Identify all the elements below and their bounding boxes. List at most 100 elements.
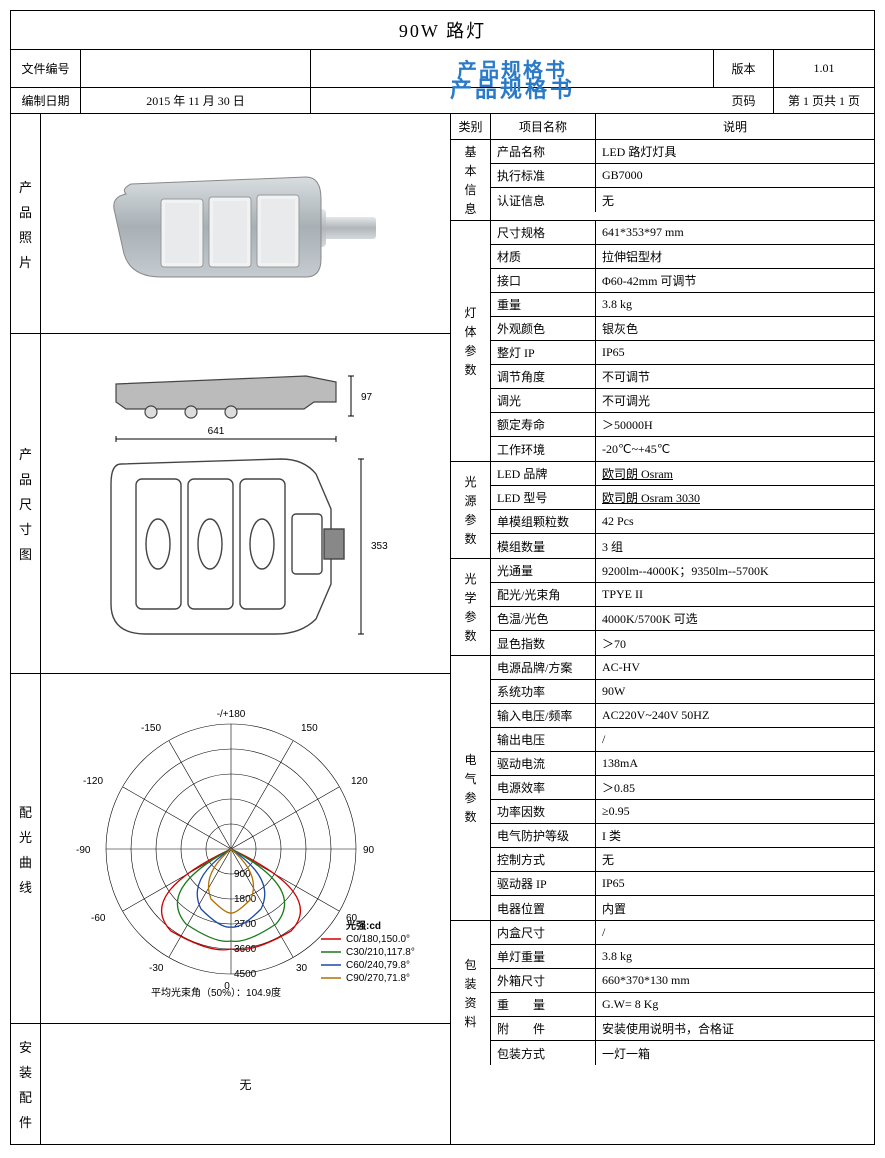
spec-value: 138mA: [596, 752, 874, 775]
spec-name: 单模组颗粒数: [491, 510, 596, 533]
spec-row: 外箱尺寸660*370*130 mm: [491, 969, 874, 993]
group-label: 电气参数: [451, 656, 491, 920]
svg-text:641: 641: [207, 426, 224, 437]
spec-name: 尺寸规格: [491, 221, 596, 244]
header-row-2: 编制日期 2015 年 11 月 30 日 页码 第 1 页共 1 页: [11, 88, 874, 114]
spec-name: 系统功率: [491, 680, 596, 703]
spec-value: GB7000: [596, 164, 874, 187]
spec-value: TPYE II: [596, 583, 874, 606]
header-row-1: 文件编号 产品规格书 版本 1.01: [11, 50, 874, 88]
spec-name: 驱动器 IP: [491, 872, 596, 895]
spec-name: 附 件: [491, 1017, 596, 1040]
spec-value: 3 组: [596, 534, 874, 558]
spec-name: 显色指数: [491, 631, 596, 655]
spec-value: AC-HV: [596, 656, 874, 679]
svg-text:1800: 1800: [234, 894, 257, 905]
spec-name: 外观颜色: [491, 317, 596, 340]
date-value: 2015 年 11 月 30 日: [81, 88, 311, 113]
group-label: 光学参数: [451, 559, 491, 655]
spec-name: 包装方式: [491, 1041, 596, 1065]
spec-row: 整灯 IPIP65: [491, 341, 874, 365]
spec-row: 尺寸规格641*353*97 mm: [491, 221, 874, 245]
spec-value: 90W: [596, 680, 874, 703]
col-desc: 说明: [596, 114, 874, 139]
spec-name: 配光/光束角: [491, 583, 596, 606]
spec-value: ＞0.85: [596, 776, 874, 799]
install-section: 安装配件 无: [11, 1024, 450, 1144]
svg-text:97: 97: [361, 392, 373, 403]
spec-name: 外箱尺寸: [491, 969, 596, 992]
spec-value: 3.8 kg: [596, 293, 874, 316]
install-label: 安装配件: [11, 1024, 41, 1144]
spec-group: 电气参数电源品牌/方案AC-HV系统功率90W输入电压/频率AC220V~240…: [451, 656, 874, 921]
main-content: 产品照片: [11, 114, 874, 1144]
spec-name: 执行标准: [491, 164, 596, 187]
polar-label: 配光曲线: [11, 674, 41, 1023]
spec-row: 执行标准GB7000: [491, 164, 874, 188]
spec-row: 控制方式无: [491, 848, 874, 872]
date-label: 编制日期: [11, 88, 81, 113]
install-content: 无: [41, 1024, 450, 1144]
group-label: 基本信息: [451, 140, 491, 220]
photo-content: [41, 114, 450, 333]
spec-value: Φ60-42mm 可调节: [596, 269, 874, 292]
svg-text:C60/240,79.8°: C60/240,79.8°: [346, 960, 410, 971]
group-label: 灯体参数: [451, 221, 491, 461]
spec-row: 调节角度不可调节: [491, 365, 874, 389]
spec-row: 电源效率＞0.85: [491, 776, 874, 800]
spec-value: 不可调光: [596, 389, 874, 412]
svg-text:2700: 2700: [234, 919, 257, 930]
page-value: 第 1 页共 1 页: [774, 88, 874, 113]
spec-value: IP65: [596, 341, 874, 364]
spec-row: 电气防护等级I 类: [491, 824, 874, 848]
col-item: 项目名称: [491, 114, 596, 139]
spec-value: 银灰色: [596, 317, 874, 340]
svg-text:30: 30: [296, 963, 308, 974]
spec-row: 显色指数＞70: [491, 631, 874, 655]
spec-row: 电源品牌/方案AC-HV: [491, 656, 874, 680]
dims-section: 产品尺寸图 97: [11, 334, 450, 674]
spec-row: 色温/光色4000K/5700K 可选: [491, 607, 874, 631]
group-label: 光源参数: [451, 462, 491, 558]
spec-row: 驱动电流138mA: [491, 752, 874, 776]
spec-row: 外观颜色银灰色: [491, 317, 874, 341]
spec-name: 电气防护等级: [491, 824, 596, 847]
spec-value: 无: [596, 848, 874, 871]
svg-text:353: 353: [371, 541, 388, 552]
svg-text:-/+180: -/+180: [216, 709, 245, 720]
spec-name: 控制方式: [491, 848, 596, 871]
polar-svg: 900 1800 2700 3600 4500 -/+180 150 120 9…: [61, 694, 431, 1004]
svg-text:C30/210,117.8°: C30/210,117.8°: [346, 947, 415, 958]
polar-section: 配光曲线: [11, 674, 450, 1024]
spec-value: 4000K/5700K 可选: [596, 607, 874, 630]
spec-row: 输出电压/: [491, 728, 874, 752]
spec-row: 输入电压/频率AC220V~240V 50HZ: [491, 704, 874, 728]
spec-name: 输入电压/频率: [491, 704, 596, 727]
spec-name: 接口: [491, 269, 596, 292]
svg-text:4500: 4500: [234, 969, 257, 980]
polar-content: 900 1800 2700 3600 4500 -/+180 150 120 9…: [41, 674, 450, 1023]
spec-row: 产品名称LED 路灯灯具: [491, 140, 874, 164]
spec-value: -20℃~+45℃: [596, 437, 874, 461]
spec-value: ≥0.95: [596, 800, 874, 823]
spec-value: 内置: [596, 896, 874, 920]
doc-title: 产品规格书: [311, 50, 714, 87]
spec-value: IP65: [596, 872, 874, 895]
spec-row: 材质拉伸铝型材: [491, 245, 874, 269]
spec-value: /: [596, 728, 874, 751]
spec-row: 电器位置内置: [491, 896, 874, 920]
spec-name: 电源品牌/方案: [491, 656, 596, 679]
photo-section: 产品照片: [11, 114, 450, 334]
spec-value: 660*370*130 mm: [596, 969, 874, 992]
svg-text:900: 900: [234, 869, 251, 880]
svg-text:-150: -150: [141, 723, 161, 734]
spec-value: 欧司朗 Osram 3030: [596, 486, 874, 509]
group-label: 包装资料: [451, 921, 491, 1065]
spec-row: 内盒尺寸/: [491, 921, 874, 945]
page-title: 90W 路灯: [11, 11, 874, 50]
col-category: 类别: [451, 114, 491, 139]
spec-name: 模组数量: [491, 534, 596, 558]
spec-row: 包装方式一灯一箱: [491, 1041, 874, 1065]
spec-row: 重量3.8 kg: [491, 293, 874, 317]
spec-group: 灯体参数尺寸规格641*353*97 mm材质拉伸铝型材接口Φ60-42mm 可…: [451, 221, 874, 462]
